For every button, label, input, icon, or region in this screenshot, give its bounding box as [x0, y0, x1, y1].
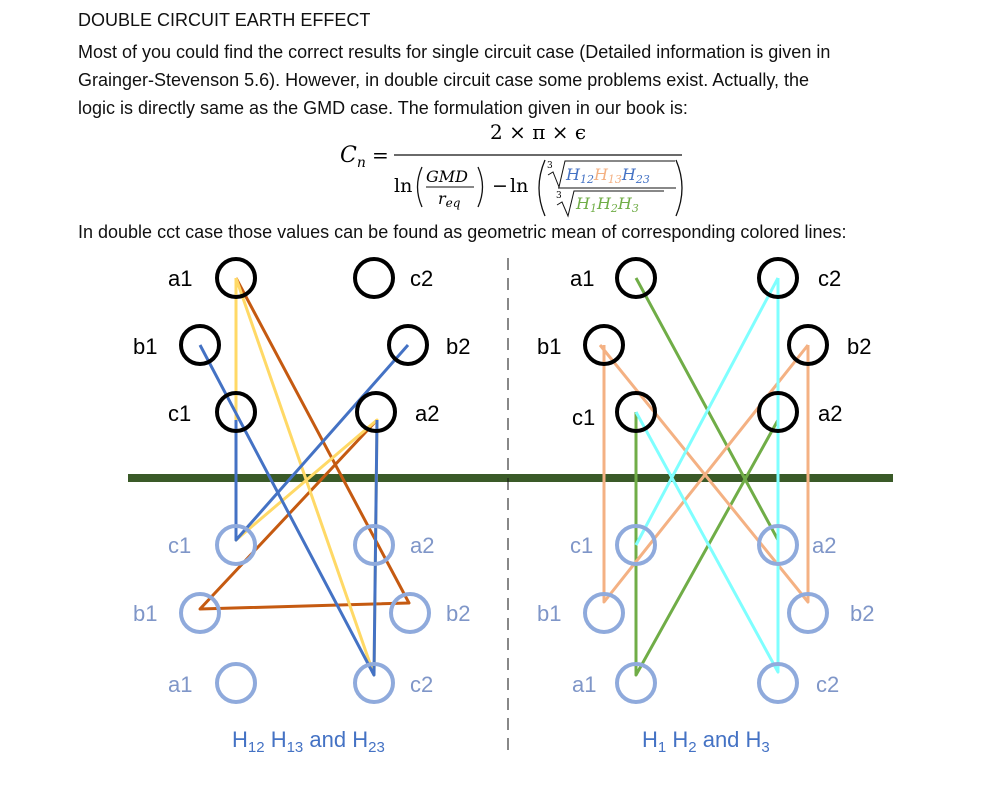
image-conductor-a2 [353, 524, 395, 566]
paren-left-2 [538, 159, 546, 217]
formula-numerator: 2 × π × ϵ [490, 120, 586, 144]
formula-h-products: H12H13H23 [565, 165, 650, 186]
formula-lhs: Cn [340, 143, 366, 171]
conductor-a1 [615, 257, 657, 299]
label-b1: b1 [537, 334, 561, 359]
label-c2: c2 [410, 266, 433, 291]
conductor-b1 [179, 324, 221, 366]
paragraph-line: logic is directly same as the GMD case. … [78, 98, 688, 118]
paragraph-line: Grainger-Stevenson 5.6). However, in dou… [78, 70, 810, 90]
label-a1: a1 [168, 266, 192, 291]
conductor-b2 [387, 324, 429, 366]
image-label-c1: c1 [168, 533, 191, 558]
formula-ln-2: ln [510, 175, 528, 197]
image-label-c1: c1 [570, 533, 593, 558]
paren-right-1 [477, 166, 484, 208]
conductor-c2 [757, 257, 799, 299]
image-label-b2: b2 [446, 601, 470, 626]
image-label-a2: a2 [812, 533, 836, 558]
formula-req: req [438, 189, 461, 210]
root-index-top: 3 [547, 161, 553, 171]
conductor-c1 [615, 391, 657, 433]
line-h2-a [602, 344, 810, 604]
image-conductor-c2 [353, 662, 395, 704]
conductor-c2 [353, 257, 395, 299]
conductor-a2 [355, 391, 397, 433]
label-a2: a2 [415, 401, 439, 426]
conductor-a2 [757, 391, 799, 433]
image-label-b2: b2 [850, 601, 874, 626]
formula-h-singles: H1H2H3 [575, 194, 639, 215]
label-b1: b1 [133, 334, 157, 359]
paren-right-2 [675, 159, 683, 217]
line-h12-b [234, 344, 410, 542]
image-conductor-c1 [615, 524, 657, 566]
label-c2: c2 [818, 266, 841, 291]
left-panel: a1 c2 b1 b2 c1 a2 c1 a2 b1 b2 a1 c2 H12 … [133, 257, 470, 756]
image-conductor-b1 [179, 592, 221, 634]
conductor-b2 [787, 324, 829, 366]
image-label-c2: c2 [410, 672, 433, 697]
line-h3-a [634, 277, 780, 546]
image-conductor-c1 [215, 524, 257, 566]
image-label-b1: b1 [537, 601, 561, 626]
label-a1: a1 [570, 266, 594, 291]
image-label-a2: a2 [410, 533, 434, 558]
formula-ln-1: ln [394, 175, 412, 197]
formula-gmd: GMD [426, 167, 468, 186]
line-h3-b [634, 278, 780, 674]
label-b2: b2 [847, 334, 871, 359]
label-c1: c1 [168, 401, 191, 426]
label-c1: c1 [572, 405, 595, 430]
image-conductor-b2 [389, 592, 431, 634]
formula-equals: = [372, 143, 389, 167]
image-conductor-b2 [787, 592, 829, 634]
right-caption: H1 H2 and H3 [642, 727, 770, 756]
capacitance-formula: Cn = 2 × π × ϵ ln GMD req − ln 3 H12H13H… [340, 120, 683, 218]
formula-minus: − [492, 175, 508, 197]
line-h12-a [198, 344, 379, 677]
image-conductor-a1 [615, 662, 657, 704]
right-panel: a1 c2 b1 b2 c1 a2 c1 a2 b1 b2 a1 c2 H1 H… [537, 257, 874, 756]
image-label-b1: b1 [133, 601, 157, 626]
root-index-bottom: 3 [556, 191, 562, 201]
explanation-line: In double cct case those values can be f… [78, 222, 847, 242]
page-heading: DOUBLE CIRCUIT EARTH EFFECT [78, 10, 371, 30]
image-conductor-b1 [583, 592, 625, 634]
root-sign-top [547, 160, 675, 189]
line-h2-b [598, 344, 810, 604]
image-conductor-a2 [757, 524, 799, 566]
conductor-c1 [215, 391, 257, 433]
label-a2: a2 [818, 401, 842, 426]
image-conductor-a1 [215, 662, 257, 704]
paren-left-1 [416, 166, 423, 208]
intro-paragraph: Most of you could find the correct resul… [78, 38, 978, 122]
root-sign-bottom [556, 190, 664, 218]
left-caption: H12 H13 and H23 [232, 727, 385, 756]
image-label-a1: a1 [168, 672, 192, 697]
conductor-a1 [215, 257, 257, 299]
image-label-c2: c2 [816, 672, 839, 697]
label-b2: b2 [446, 334, 470, 359]
conductor-b1 [583, 324, 625, 366]
image-label-a1: a1 [572, 672, 596, 697]
paragraph-line: Most of you could find the correct resul… [78, 42, 831, 62]
image-conductor-c2 [757, 662, 799, 704]
